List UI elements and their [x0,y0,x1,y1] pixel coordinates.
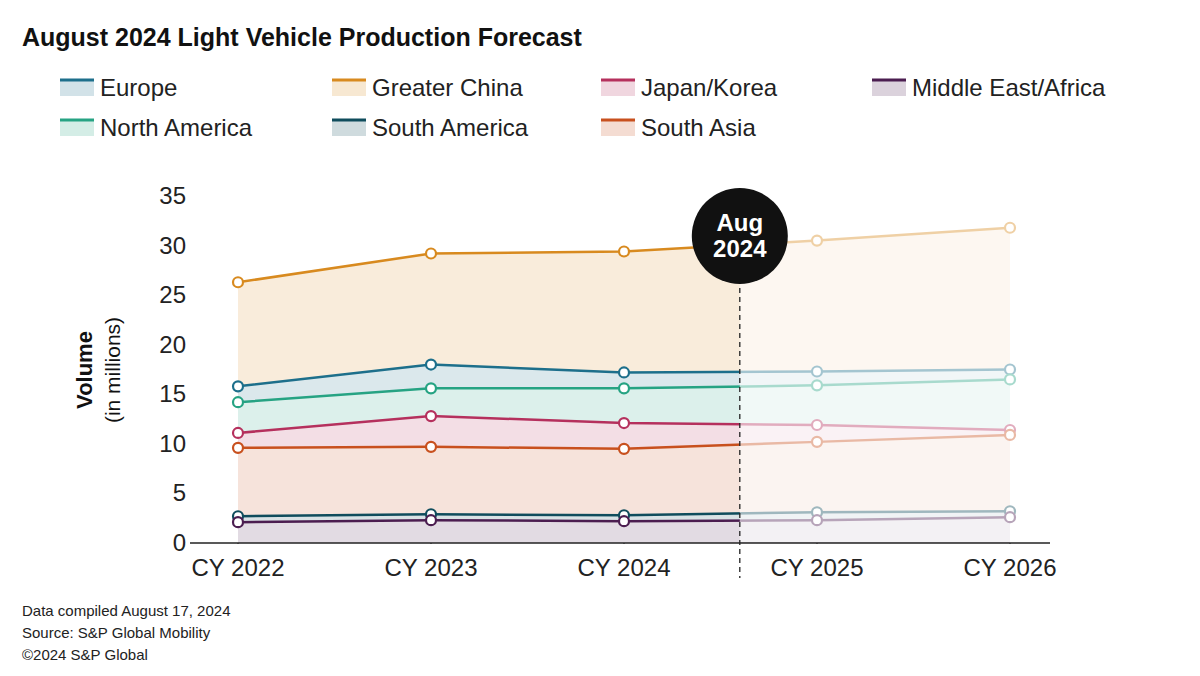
legend-swatch-line [60,79,94,82]
legend-swatch-fill [601,120,635,136]
annotation-line: Aug [716,209,763,236]
marker [619,247,629,257]
marker [619,418,629,428]
marker [426,360,436,370]
plot-area [233,186,1020,543]
annotation-line: 2024 [713,235,767,262]
y-tick-label: 5 [173,479,186,506]
legend-label: Middle East/Africa [912,74,1106,101]
marker [233,277,243,287]
annotation-badge [692,188,788,284]
x-tick-label: CY 2023 [385,554,478,581]
x-tick-label: CY 2024 [578,554,671,581]
legend-swatch-line [60,119,94,122]
x-tick [624,543,625,544]
x-tick-label: CY 2026 [964,554,1057,581]
legend-swatch-fill [60,80,94,96]
marker [426,249,436,259]
legend-swatch-line [332,79,366,82]
legend-label: Japan/Korea [641,74,778,101]
y-tick-label: 10 [159,430,186,457]
legend-swatch-line [872,79,906,82]
legend-swatch-fill [872,80,906,96]
y-tick [192,394,196,395]
footnote: Data compiled August 17, 2024 [22,602,230,619]
marker [619,367,629,377]
y-tick [192,196,196,197]
y-tick [192,344,196,345]
y-tick [192,245,196,246]
footnote: Source: S&P Global Mobility [22,624,211,641]
marker [426,442,436,452]
x-tick-label: CY 2022 [192,554,285,581]
annotation-text: Aug2024 [713,209,767,262]
legend-label: South Asia [641,114,756,141]
legend-swatch-fill [601,80,635,96]
legend-swatch-line [332,119,366,122]
legend-swatch-fill [60,120,94,136]
marker [619,444,629,454]
y-tick-label: 35 [159,182,186,209]
legend-label: Europe [100,74,177,101]
marker [426,515,436,525]
marker [233,443,243,453]
y-axis-label-note: (in millions) [101,317,124,423]
x-tick [1010,543,1011,544]
x-tick-label: CY 2025 [771,554,864,581]
marker [426,411,436,421]
legend: Europe Greater China Japan/Korea Middle Eas… [60,74,1106,141]
chart: August 2024 Light Vehicle Production For… [0,0,1200,676]
marker [233,428,243,438]
y-tick [192,493,196,494]
y-tick-label: 15 [159,380,186,407]
title: August 2024 Light Vehicle Production For… [22,23,583,51]
x-tick [238,543,239,544]
legend-label: South America [372,114,529,141]
marker [426,383,436,393]
y-tick [192,443,196,444]
x-tick [431,543,432,544]
legend-label: North America [100,114,253,141]
marker [233,517,243,527]
y-tick-label: 30 [159,232,186,259]
y-tick-label: 25 [159,281,186,308]
y-tick [192,295,196,296]
y-axis-label: Volume [72,331,97,409]
forecast-divider [739,270,740,578]
y-tick-label: 0 [173,529,186,556]
legend-swatch-fill [332,120,366,136]
y-tick-label: 20 [159,331,186,358]
marker [233,381,243,391]
legend-swatch-line [601,79,635,82]
x-tick [817,543,818,544]
x-axis-line [190,542,1050,543]
legend-label: Greater China [372,74,523,101]
legend-swatch-line [601,119,635,122]
marker [233,397,243,407]
footnote: ©2024 S&P Global [22,646,148,663]
marker [619,516,629,526]
marker [619,383,629,393]
legend-swatch-fill [332,80,366,96]
